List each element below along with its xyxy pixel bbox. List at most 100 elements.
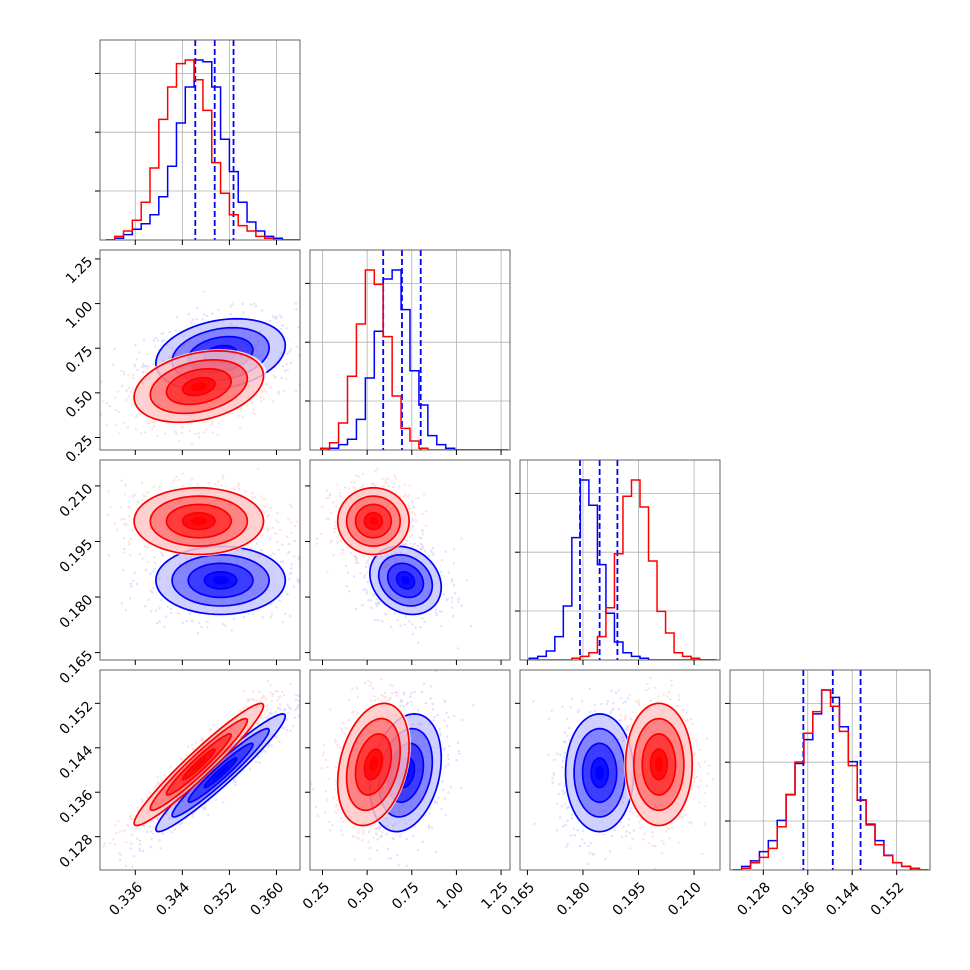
- scatter-group: [315, 467, 473, 650]
- contour-series-0: [203, 757, 238, 789]
- contour-series-1: [336, 702, 410, 827]
- contour-series-1: [181, 748, 216, 781]
- panel-3-2: 0.165 0.180 0.195 0.210: [498, 669, 721, 919]
- x-tick-label: 0.144: [823, 879, 863, 919]
- panel-frame: [519, 669, 721, 871]
- contour-series-1: [133, 350, 265, 424]
- density-core: [401, 576, 410, 585]
- scatter-group: [100, 290, 300, 450]
- y-tick-label: 0.180: [57, 592, 97, 632]
- panel-frame: [99, 459, 301, 661]
- panel-2-2: [515, 459, 721, 665]
- contour-series-0: [395, 571, 416, 590]
- y-tick-label: 0.165: [57, 648, 97, 688]
- x-tick-label: 0.75: [389, 879, 422, 912]
- y-tick-label: 0.195: [57, 536, 97, 576]
- contour-series-1: [165, 733, 233, 796]
- contour-series-0: [590, 757, 610, 789]
- density-core: [190, 382, 207, 392]
- panel-frame: [99, 39, 301, 241]
- x-tick-label: 0.136: [779, 879, 819, 919]
- scatter-group: [310, 670, 475, 870]
- panel-3-1: 0.25 0.50 0.75 1.00 1.25: [300, 669, 512, 913]
- contour-series-1: [633, 717, 685, 812]
- x-tick-label: 0.344: [153, 879, 193, 919]
- hist-group: [319, 250, 509, 450]
- panel-frame: [309, 669, 511, 871]
- y-tick-label: 0.210: [57, 481, 97, 521]
- y-tick-label: 0.144: [57, 743, 97, 783]
- histogram-series-1: [319, 269, 509, 450]
- panel-1-1: [305, 249, 511, 455]
- x-tick-label: 0.50: [345, 879, 378, 912]
- y-tick-label: 0.50: [63, 388, 96, 421]
- density-core: [368, 516, 378, 526]
- hist-group: [528, 460, 717, 660]
- density-core: [212, 576, 229, 585]
- contour-series-1: [336, 486, 410, 556]
- x-tick-label: 0.128: [734, 879, 774, 919]
- scatter-group: [532, 676, 715, 870]
- y-tick-label: 0.25: [63, 432, 96, 465]
- panel-frame: [99, 669, 301, 871]
- scatter-group: [106, 467, 300, 635]
- y-tick-label: 1.00: [63, 299, 96, 332]
- contour-series-1: [345, 495, 402, 547]
- contour-series-1: [149, 495, 249, 547]
- panel-frame: [519, 459, 721, 661]
- x-tick-label: 0.195: [610, 879, 650, 919]
- contour-series-0: [573, 727, 627, 818]
- y-tick-label: 0.152: [57, 698, 97, 738]
- scatter-group: [102, 672, 300, 868]
- panel-frame: [309, 249, 511, 451]
- contour-series-1: [345, 717, 402, 812]
- density-core: [654, 756, 664, 773]
- panel-frame: [99, 249, 301, 451]
- y-tick-label: 0.75: [63, 343, 96, 376]
- contour-series-0: [155, 713, 287, 833]
- density-core: [190, 516, 207, 526]
- x-tick-label: 0.360: [248, 879, 288, 919]
- contour-series-0: [203, 570, 238, 590]
- panel-3-3: 0.128 0.136 0.144 0.152: [725, 669, 931, 919]
- x-tick-label: 0.152: [868, 879, 908, 919]
- contour-series-1: [181, 376, 216, 397]
- panel-2-1: [305, 459, 511, 665]
- y-tick-label: 1.25: [63, 254, 96, 287]
- contour-series-1: [363, 511, 384, 531]
- contour-series-0: [386, 562, 425, 599]
- x-tick-label: 0.25: [300, 879, 333, 912]
- histogram-series-0: [105, 59, 300, 240]
- contour-series-1: [649, 748, 669, 781]
- contour-series-1: [149, 717, 249, 812]
- panel-frame: [729, 669, 931, 871]
- contour-series-1: [133, 486, 265, 556]
- density-core: [212, 765, 229, 781]
- y-tick-label: 0.136: [57, 787, 97, 827]
- x-tick-label: 0.210: [665, 879, 705, 919]
- panel-0-0: [95, 39, 301, 245]
- histogram-series-1: [105, 59, 300, 240]
- hist-group: [105, 40, 300, 240]
- contour-series-0: [171, 727, 270, 818]
- contour-series-1: [165, 367, 232, 406]
- density-core: [190, 756, 207, 773]
- histogram-series-0: [320, 269, 509, 450]
- contour-series-1: [624, 702, 694, 827]
- density-core: [368, 756, 378, 773]
- x-tick-label: 0.180: [554, 879, 594, 919]
- contour-series-1: [181, 511, 216, 531]
- x-tick-label: 1.00: [434, 879, 467, 912]
- histogram-series-0: [528, 479, 717, 660]
- histogram-series-0: [732, 689, 929, 870]
- histogram-series-1: [529, 479, 717, 660]
- contour-series-1: [641, 733, 677, 796]
- contour-series-0: [155, 545, 287, 616]
- contour-series-0: [187, 562, 254, 599]
- panel-frame: [309, 459, 511, 661]
- contour-series-1: [133, 702, 265, 827]
- x-tick-label: 0.336: [106, 879, 146, 919]
- hist-group: [732, 670, 929, 870]
- panel-2-0: 0.165 0.180 0.195 0.210: [57, 459, 301, 688]
